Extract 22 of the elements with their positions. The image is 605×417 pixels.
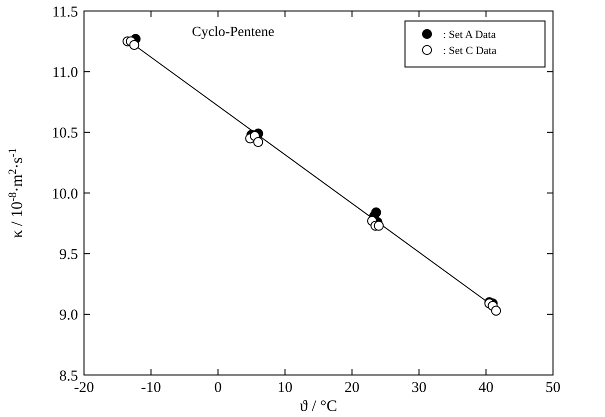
point (374, 220, 384, 231)
y-tick-label: 10.5 (52, 126, 78, 142)
x-tick-label: 0 (214, 380, 222, 396)
x-tick-label: 50 (546, 380, 560, 396)
point (253, 137, 264, 148)
y-tick-label: 11.5 (52, 4, 78, 20)
x-tick-label: 30 (412, 380, 426, 396)
x-tick-label: 10 (278, 380, 292, 396)
x-axis-title: ϑ / °C (300, 398, 338, 415)
point (371, 207, 382, 218)
y-tick-label: 10.0 (52, 186, 78, 202)
x-tick-label: -10 (141, 380, 161, 396)
y-tick-label: 9.5 (59, 246, 78, 263)
annotation: Cyclo-Pentene (192, 25, 274, 40)
y-tick-label: 11.0 (52, 64, 78, 81)
legend-label: : Set C Data (443, 44, 497, 57)
y-tick-label: 9.0 (59, 308, 78, 324)
x-tick-label: 20 (344, 380, 360, 396)
point (491, 306, 502, 316)
legend-label: : Set A Data (443, 28, 496, 41)
point (129, 40, 140, 50)
x-tick-label: 40 (478, 380, 494, 396)
